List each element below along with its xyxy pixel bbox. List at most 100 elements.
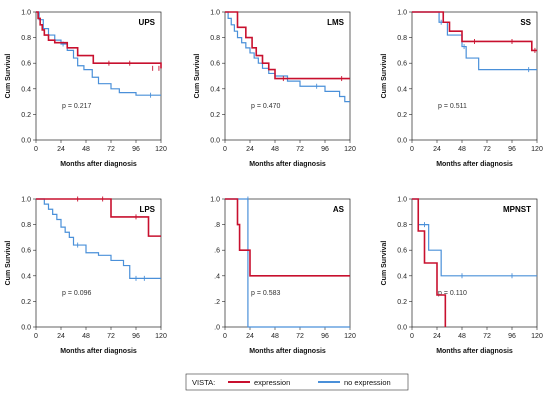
y-axis-title: Cum Survival <box>381 54 388 99</box>
y-tick-label: .8 <box>214 222 220 229</box>
legend-entry-expression: expression <box>254 378 290 387</box>
x-tick-label: 0 <box>34 146 38 153</box>
y-tick-label: 1.0 <box>21 197 31 204</box>
x-tick-label: 120 <box>531 333 543 340</box>
y-tick-label: 0.0 <box>21 138 31 145</box>
panel-lps: 0 24 48 72 96 120 0.0 0.2 0.4 0.6 0.8 1.0 Months aft… <box>5 196 167 355</box>
x-tick-label: 72 <box>107 333 115 340</box>
y-tick-label: 0.4 <box>397 86 407 93</box>
x-tick-label: 96 <box>508 146 516 153</box>
y-tick-label: 0.8 <box>397 35 407 42</box>
x-tick-label: 120 <box>531 146 543 153</box>
panel-lms: 0 24 48 72 96 120 0.0 0.2 0.4 0.6 0.8 1.0 Months aft… <box>194 10 356 169</box>
p-value: p = 0.583 <box>251 290 280 297</box>
y-tick-label: .0 <box>214 325 220 332</box>
x-tick-label: 72 <box>296 146 304 153</box>
legend: VISTA: expression no expression <box>185 373 409 391</box>
x-tick-label: 48 <box>458 146 466 153</box>
series-line-expression <box>412 198 447 327</box>
series-line-no-expression <box>36 198 161 279</box>
series-line-expression <box>36 11 162 69</box>
x-axis-title: Months after diagnosis <box>60 348 137 355</box>
series-line-no-expression <box>36 11 161 96</box>
y-tick-label: 0.2 <box>21 299 31 306</box>
x-axis-title: Months after diagnosis <box>249 161 326 168</box>
x-tick-label: 120 <box>155 146 167 153</box>
series-line-expression <box>225 198 350 277</box>
y-tick-label: .4 <box>214 273 220 280</box>
panel-ups: 0 24 48 72 96 120 0.0 0.2 0.4 0.6 0.8 1.0 Months aft… <box>5 10 167 169</box>
plot-frame <box>35 11 162 141</box>
y-tick-label: 0.8 <box>21 35 31 42</box>
y-tick-label: 0.8 <box>397 222 407 229</box>
x-tick-label: 48 <box>458 333 466 340</box>
x-tick-label: 120 <box>344 333 356 340</box>
y-tick-label: 0.0 <box>21 325 31 332</box>
plot-frame <box>411 11 538 141</box>
y-tick-label: 1.0 <box>210 197 220 204</box>
x-tick-label: 0 <box>410 146 414 153</box>
y-axis-title: Cum Survival <box>5 241 12 286</box>
x-tick-label: 96 <box>321 146 329 153</box>
x-axis-title: Months after diagnosis <box>60 161 137 168</box>
x-tick-label: 24 <box>433 146 441 153</box>
y-axis-title: Cum Survival <box>194 54 201 99</box>
y-tick-label: 0.2 <box>397 299 407 306</box>
x-tick-label: 120 <box>155 333 167 340</box>
y-tick-label: 0.4 <box>21 273 31 280</box>
x-tick-label: 96 <box>508 333 516 340</box>
x-axis-title: Months after diagnosis <box>436 348 513 355</box>
y-tick-label: 0.2 <box>397 112 407 119</box>
panel-title: MPNST <box>503 205 531 214</box>
x-tick-label: 24 <box>57 333 65 340</box>
legend-label: VISTA: <box>192 378 215 387</box>
series-line-expression <box>225 11 350 80</box>
x-axis-title: Months after diagnosis <box>249 348 326 355</box>
y-tick-label: 1.0 <box>21 10 31 17</box>
series-line-expression <box>412 11 537 52</box>
x-tick-label: 0 <box>410 333 414 340</box>
series-line-expression <box>36 198 161 237</box>
x-tick-label: 48 <box>271 146 279 153</box>
y-tick-label: 0.4 <box>21 86 31 93</box>
plot-frame <box>224 11 351 141</box>
x-tick-label: 72 <box>483 146 491 153</box>
y-tick-label: 1.0 <box>397 10 407 17</box>
y-tick-label: 0.6 <box>21 61 31 68</box>
x-tick-label: 0 <box>223 333 227 340</box>
plot-frame <box>411 198 538 328</box>
y-tick-label: 0.6 <box>397 61 407 68</box>
y-tick-label: 0.2 <box>210 112 220 119</box>
x-tick-label: 72 <box>483 333 491 340</box>
p-value: p = 0.110 <box>438 290 467 297</box>
y-tick-label: 1.0 <box>210 10 220 17</box>
legend-entry-no-expression: no expression <box>344 378 391 387</box>
x-tick-label: 48 <box>82 146 90 153</box>
panel-title: LMS <box>327 18 345 27</box>
x-tick-label: 120 <box>344 146 356 153</box>
y-tick-label: 0.8 <box>210 35 220 42</box>
panel-title: LPS <box>139 205 155 214</box>
x-tick-label: 0 <box>223 146 227 153</box>
plot-frame <box>35 198 162 328</box>
p-value: p = 0.217 <box>62 103 91 110</box>
x-tick-label: 0 <box>34 333 38 340</box>
x-tick-label: 96 <box>132 333 140 340</box>
series-line-no-expression <box>225 198 350 328</box>
legend-box <box>185 373 409 391</box>
y-tick-label: 0.6 <box>21 248 31 255</box>
panel-mpnst: 0 24 48 72 96 120 0.0 0.2 0.4 0.6 0.8 1.0 Months aft… <box>381 197 543 356</box>
y-tick-label: 0.0 <box>210 138 220 145</box>
y-tick-label: 0.6 <box>210 61 220 68</box>
y-tick-label: 0.2 <box>21 112 31 119</box>
x-tick-label: 24 <box>246 146 254 153</box>
y-tick-label: 0.4 <box>210 86 220 93</box>
p-value: p = 0.511 <box>438 103 467 110</box>
panel-ss: 0 24 48 72 96 120 0.0 0.2 0.4 0.6 0.8 1.0 Months aft… <box>381 10 543 169</box>
x-axis-title: Months after diagnosis <box>436 161 513 168</box>
x-tick-label: 24 <box>246 333 254 340</box>
y-tick-label: .2 <box>214 299 220 306</box>
p-value: p = 0.470 <box>251 103 280 110</box>
panel-title: AS <box>333 205 345 214</box>
